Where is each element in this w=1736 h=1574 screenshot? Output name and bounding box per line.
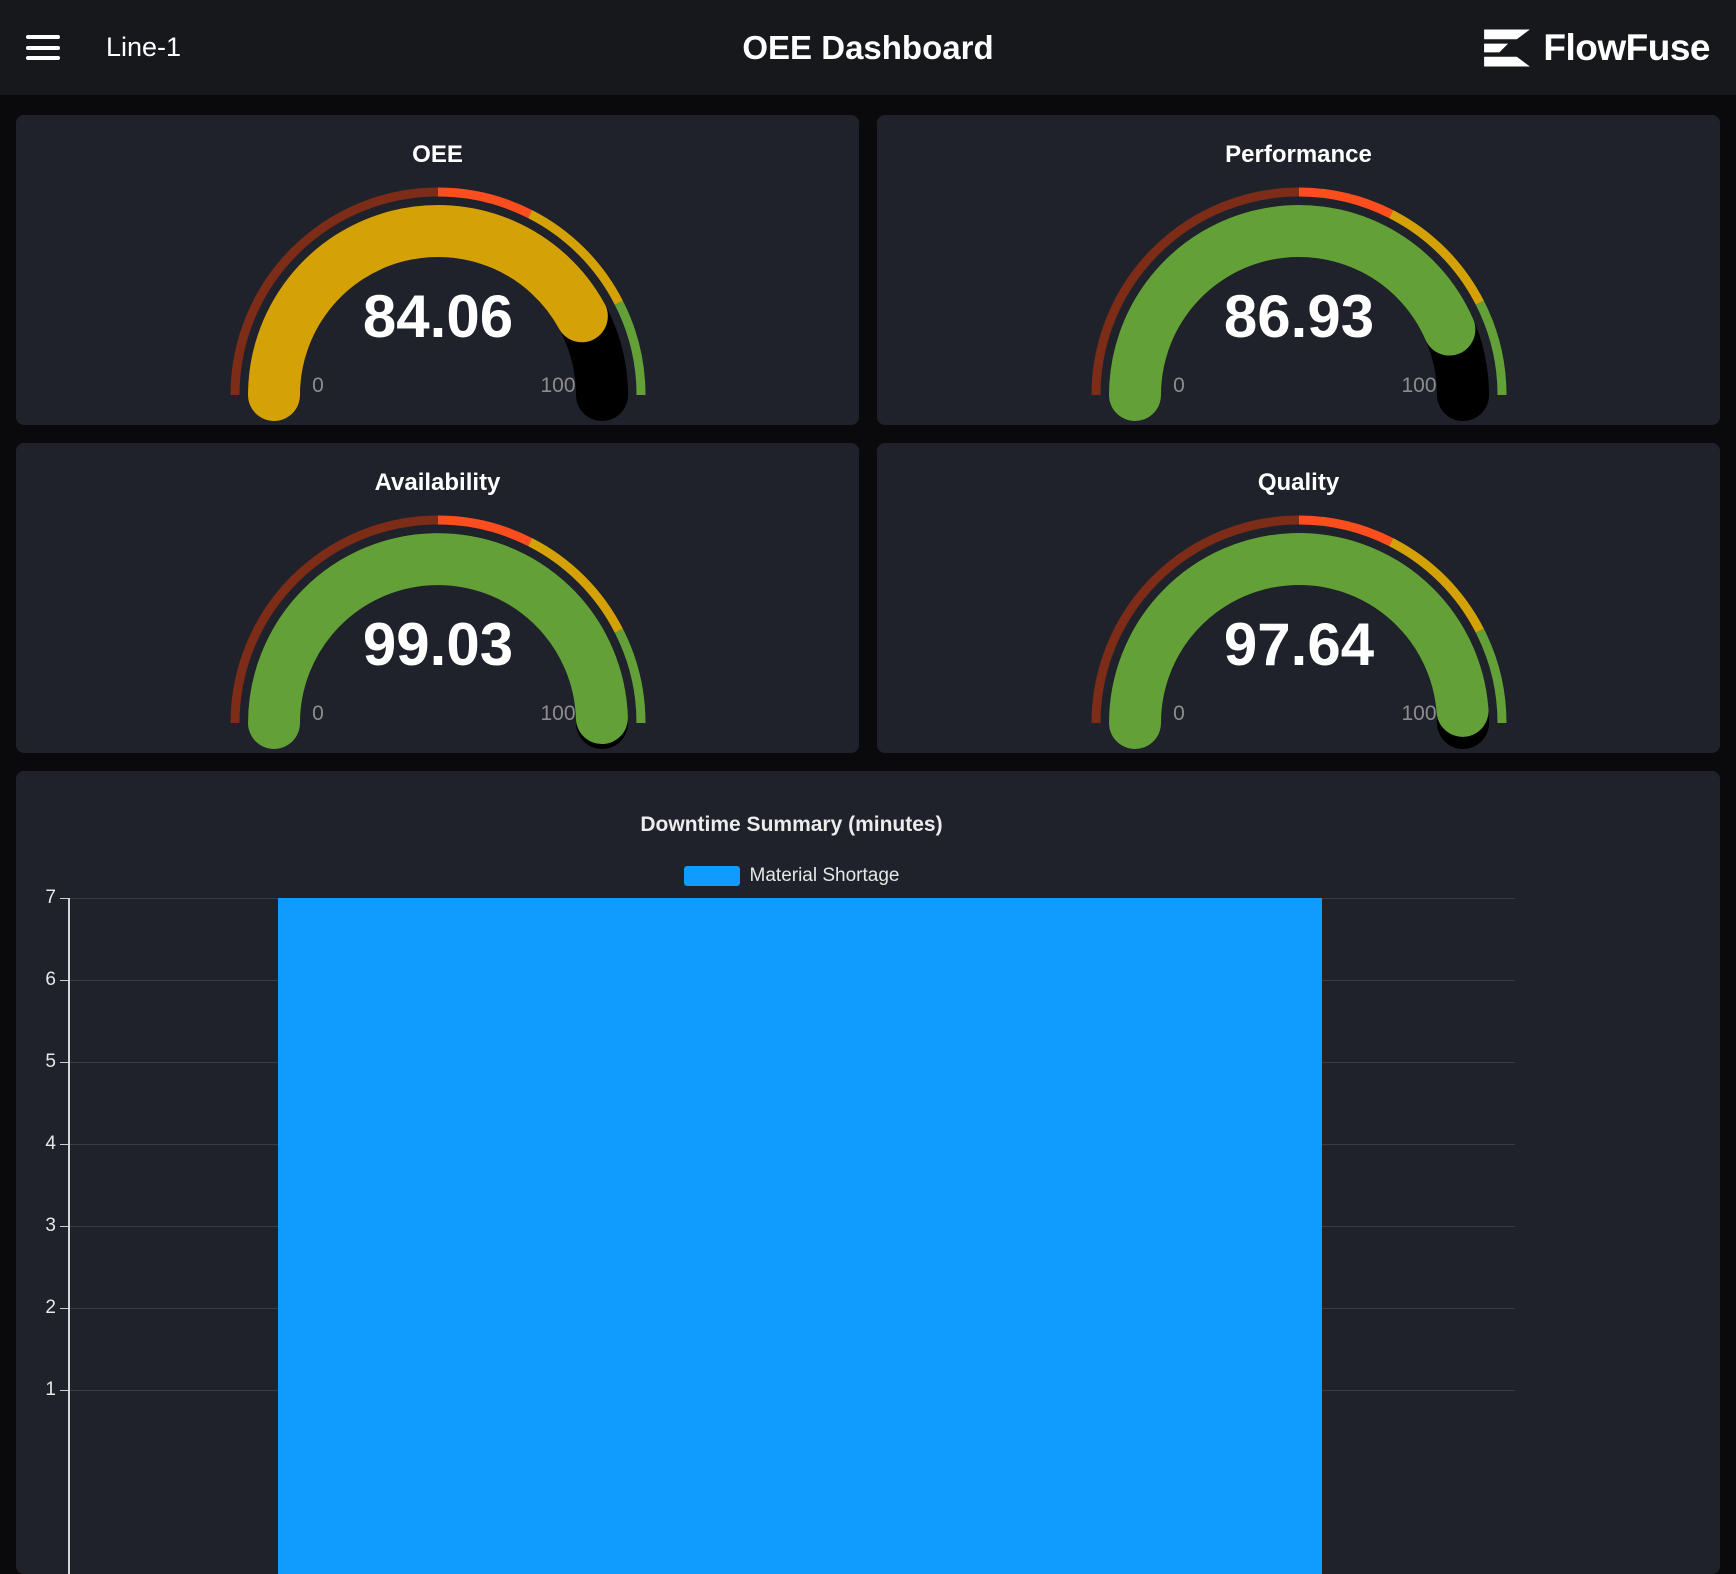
gauge-arc: 86.93 0 100: [1091, 187, 1506, 421]
gauge-value: 97.64: [1223, 611, 1374, 678]
gauge-min-label: 0: [1173, 702, 1185, 725]
gauge-value: 99.03: [362, 611, 512, 678]
y-tick-label: 1: [45, 1379, 56, 1400]
gauge-arc: 99.03 0 100: [230, 515, 645, 749]
legend-swatch: [683, 866, 740, 886]
y-tick-label: 2: [45, 1297, 56, 1318]
y-axis-line: [68, 898, 70, 1574]
y-tick-mark: [60, 1308, 68, 1309]
gauge-title: Availability: [374, 469, 501, 496]
y-tick-label: 3: [45, 1215, 56, 1236]
hamburger-icon: [26, 56, 60, 60]
gauge-max-label: 100: [540, 702, 575, 725]
gauge-grid: OEE 84.06 0 100 Performance 86.93 0 100: [16, 115, 1720, 753]
gauge-card-oee: OEE 84.06 0 100: [16, 115, 859, 425]
y-tick-label: 6: [45, 969, 56, 990]
y-tick-mark: [60, 898, 68, 899]
flowfuse-logo-icon: [1484, 28, 1531, 67]
downtime-bar-material-shortage[interactable]: [278, 898, 1322, 1574]
gauge-title: Quality: [1257, 469, 1340, 496]
brand-name: FlowFuse: [1543, 26, 1710, 68]
downtime-chart-card: Downtime Summary (minutes) Material Shor…: [16, 771, 1720, 1574]
chart-title: Downtime Summary (minutes): [640, 813, 943, 836]
y-tick-mark: [60, 1144, 68, 1145]
gauge-arc: 84.06 0 100: [230, 187, 645, 421]
legend-item-material-shortage[interactable]: Material Shortage: [68, 865, 1515, 886]
gauge-min-label: 0: [312, 702, 324, 725]
gauge-max-label: 100: [1401, 702, 1436, 725]
bar-chart-plot: 7 6 5 4 3 2 1: [16, 771, 1720, 1574]
y-tick-label: 4: [45, 1133, 56, 1154]
gauge-title: Performance: [1225, 141, 1372, 168]
gauge-min-label: 0: [1173, 374, 1185, 397]
gauge-card-availability: Availability 99.03 0 100: [16, 443, 859, 753]
hamburger-icon: [26, 35, 60, 39]
y-tick-mark: [60, 1390, 68, 1391]
gauge: 86.93 0 100: [877, 169, 1720, 423]
page-title: OEE Dashboard: [742, 28, 994, 66]
gauge-max-label: 100: [540, 374, 575, 397]
top-bar: Line-1 OEE Dashboard FlowFuse: [0, 0, 1736, 95]
hamburger-icon: [26, 45, 60, 50]
gauge-arc: 97.64 0 100: [1091, 515, 1506, 749]
gauge-card-quality: Quality 97.64 0 100: [877, 443, 1720, 753]
gauge-value: 86.93: [1223, 283, 1373, 350]
y-tick-label: 7: [45, 887, 56, 908]
gauge-card-performance: Performance 86.93 0 100: [877, 115, 1720, 425]
y-tick-mark: [60, 980, 68, 981]
y-tick-mark: [60, 1226, 68, 1227]
legend-label: Material Shortage: [749, 865, 900, 886]
y-tick-label: 5: [45, 1051, 56, 1072]
gauge-min-label: 0: [312, 374, 324, 397]
y-tick-mark: [60, 1062, 68, 1063]
gauge-title: OEE: [412, 141, 463, 168]
gauge-value: 84.06: [362, 283, 512, 350]
gauge: 99.03 0 100: [16, 497, 859, 751]
brand: FlowFuse: [1483, 24, 1710, 72]
dashboard: OEE 84.06 0 100 Performance 86.93 0 100: [0, 95, 1736, 1574]
gauge-max-label: 100: [1401, 374, 1436, 397]
line-label: Line-1: [106, 32, 182, 62]
gauge: 97.64 0 100: [877, 497, 1720, 751]
gauge: 84.06 0 100: [16, 169, 859, 423]
hamburger-menu-button[interactable]: [26, 35, 60, 60]
